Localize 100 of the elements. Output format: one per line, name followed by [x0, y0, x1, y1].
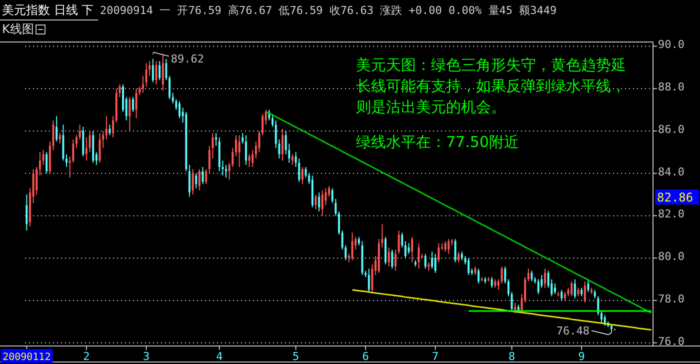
candlestick	[527, 268, 530, 282]
candlestick	[82, 126, 84, 157]
candlestick	[384, 236, 387, 265]
candlestick	[78, 124, 81, 140]
candlestick	[142, 75, 144, 94]
candlestick	[66, 154, 68, 168]
candlestick	[108, 124, 111, 136]
candlestick	[132, 96, 134, 112]
candlestick	[584, 280, 586, 304]
candlestick	[507, 278, 510, 297]
candlestick	[490, 276, 493, 288]
candlestick	[26, 194, 28, 232]
candlestick	[178, 100, 181, 119]
candlestick	[394, 249, 396, 272]
candlestick	[56, 116, 58, 142]
candlestick	[85, 136, 88, 162]
candlestick	[504, 266, 506, 284]
candlestick	[411, 236, 414, 263]
candlestick	[76, 134, 78, 148]
candlestick	[62, 124, 64, 162]
candlestick	[544, 268, 546, 288]
candlestick	[468, 258, 470, 276]
candlestick	[391, 249, 394, 270]
y-tick-label: 76.0	[658, 334, 684, 348]
candlestick	[434, 253, 436, 274]
candlestick	[600, 310, 602, 324]
candlestick	[458, 251, 460, 263]
candlestick	[301, 166, 304, 184]
candlestick	[351, 232, 354, 261]
y-tick-label: 90.0	[658, 38, 684, 52]
candlestick	[122, 84, 124, 112]
y-tick-label: 78.0	[658, 292, 684, 306]
candlestick	[162, 54, 164, 92]
text: K线图	[2, 22, 34, 36]
candlestick	[444, 240, 446, 252]
y-tick-label: 88.0	[658, 80, 684, 94]
chart-subtitle: 20090914 一 开76.59 高76.67 低76.59 收76.63 涨跌 +0.00 0.00% 量45 额3449	[100, 4, 557, 17]
candlestick	[135, 88, 138, 119]
candlestick	[198, 168, 200, 191]
annotation: 绿线水平在：77.50附近	[356, 133, 519, 151]
candlestick	[235, 134, 237, 157]
candlestick	[368, 268, 370, 292]
annotation: 76.48	[556, 324, 590, 338]
candlestick	[570, 280, 573, 297]
candlestick	[418, 242, 420, 270]
candlestick	[205, 168, 208, 184]
candlestick	[328, 186, 330, 198]
candlestick	[478, 268, 480, 284]
annotation: 美元天图：绿色三角形失守，黄色趋势延长线可能有支持，如果反弹到绿水平线，则是沽出美元的机会。	[356, 56, 626, 116]
candlestick	[272, 114, 274, 128]
candlestick	[46, 152, 48, 174]
x-tick-label: 3	[142, 350, 150, 363]
y-tick-label: 86.0	[658, 122, 684, 136]
candlestick	[145, 62, 148, 87]
candlestick	[58, 132, 61, 144]
candlestick	[321, 190, 324, 216]
candlestick	[318, 192, 320, 212]
candlestick	[554, 283, 556, 295]
x-tick-label: 7	[432, 350, 439, 363]
x-tick-label: 5	[292, 350, 300, 363]
candlestick	[158, 60, 161, 81]
candlestick	[168, 75, 171, 100]
annotation: 89.62	[170, 52, 204, 66]
candlestick	[424, 253, 426, 270]
x-tick-label: 20090112	[2, 352, 51, 363]
chart-title: 美元指数 日线 下	[2, 3, 94, 17]
x-tick-label: 6	[362, 350, 369, 363]
candlestick	[252, 150, 254, 168]
candlestick	[454, 238, 456, 263]
candlestick	[314, 194, 317, 210]
candlestick	[238, 134, 240, 168]
candlestick	[560, 289, 563, 301]
candlestick	[248, 154, 250, 168]
candlestick	[587, 278, 590, 292]
candlestick	[530, 270, 533, 282]
candlestick	[128, 96, 131, 132]
candlestick	[431, 251, 434, 270]
candlestick	[438, 242, 440, 263]
candlestick	[291, 154, 294, 166]
candlestick	[398, 230, 400, 254]
candlestick	[404, 240, 406, 259]
candlestick	[98, 132, 101, 164]
candlestick	[88, 130, 91, 153]
candlestick	[371, 264, 374, 292]
x-tick-label: 8	[508, 350, 516, 363]
candlestick	[338, 210, 340, 236]
candlestick	[42, 150, 44, 166]
candlestick	[152, 58, 154, 83]
candlestick	[112, 116, 114, 138]
candlestick	[244, 134, 247, 166]
y-tick-label: 84.0	[658, 165, 684, 178]
candlestick	[448, 238, 450, 254]
candlestick	[500, 266, 503, 284]
candlestick	[202, 166, 204, 184]
candlestick	[388, 246, 390, 268]
candlestick	[408, 242, 410, 254]
candlestick	[105, 116, 108, 140]
candlestick	[38, 152, 41, 176]
candlestick	[188, 164, 190, 198]
candlestick	[165, 58, 168, 81]
